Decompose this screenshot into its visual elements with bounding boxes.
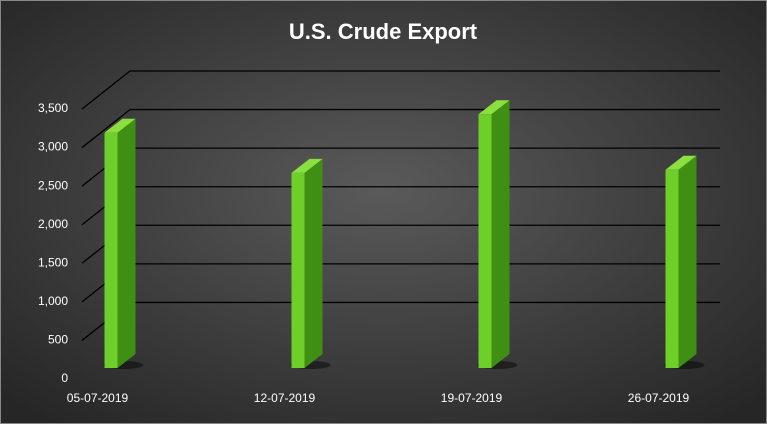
bar-side	[491, 100, 510, 368]
x-tick-label: 19-07-2019	[441, 391, 503, 405]
y-tick-label: 1,000	[38, 294, 68, 308]
bar-front	[104, 132, 118, 368]
bar-front	[665, 169, 679, 368]
y-tick-label: 0	[61, 371, 68, 385]
grid-line	[81, 108, 720, 149]
bar	[478, 100, 510, 368]
bar	[291, 158, 323, 368]
bar-side	[304, 158, 323, 368]
x-tick-label: 12-07-2019	[254, 391, 316, 405]
y-tick-label: 3,000	[38, 140, 68, 154]
x-tick-label: 05-07-2019	[67, 391, 129, 405]
grid-line	[81, 70, 720, 110]
bar-side	[678, 155, 697, 368]
chart-title: U.S. Crude Export	[289, 19, 478, 44]
bar-top	[291, 158, 323, 173]
y-tick-label: 2,000	[38, 217, 68, 231]
y-tick-label: 500	[48, 333, 68, 347]
bar-side	[117, 118, 136, 368]
y-tick-label: 2,500	[38, 178, 68, 192]
bar	[665, 155, 697, 368]
y-tick-label: 1,500	[38, 255, 68, 269]
y-tick-label: 3,500	[38, 101, 68, 115]
bar-top	[104, 118, 136, 133]
bar	[104, 118, 136, 368]
bar-front	[478, 114, 492, 368]
bar-front	[291, 172, 305, 368]
bar-top	[478, 100, 510, 115]
bar-top	[665, 155, 697, 170]
x-tick-label: 26-07-2019	[628, 391, 690, 405]
